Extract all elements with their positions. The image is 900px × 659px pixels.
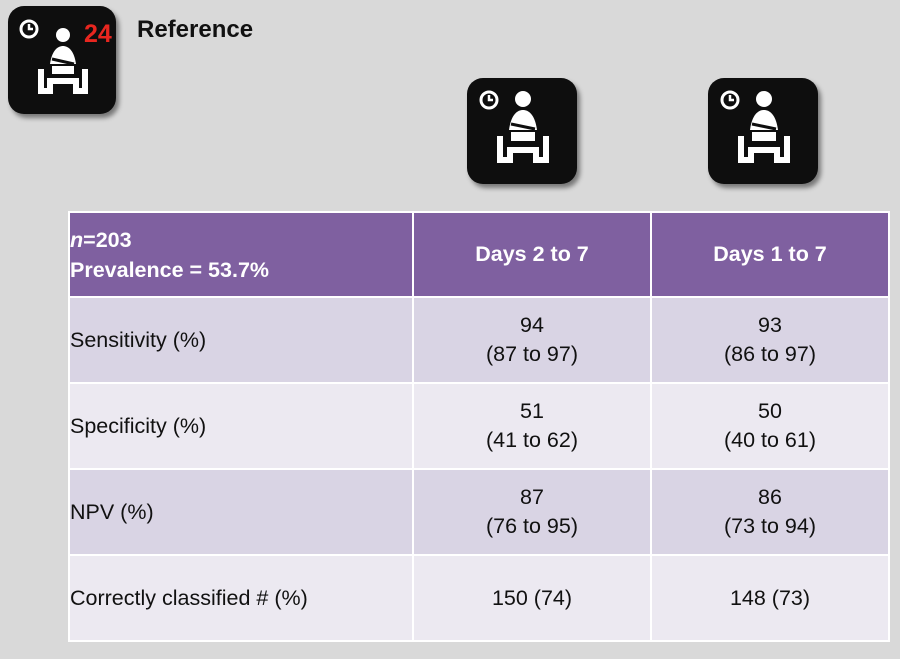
cell-value: 50 <box>758 399 782 423</box>
results-table: n=203 Prevalence = 53.7% Days 2 to 7 Day… <box>68 211 890 642</box>
cell-ci: (76 to 95) <box>485 514 579 538</box>
n-value: =203 <box>83 227 132 252</box>
table-cell: 87 (76 to 95) <box>412 468 652 556</box>
cell-value: 148 (73) <box>729 585 811 610</box>
corner-cell: n=203 Prevalence = 53.7% <box>68 211 414 298</box>
cell-value: 87 <box>520 485 544 509</box>
seated-person-icon <box>497 91 549 163</box>
table-header-row: n=203 Prevalence = 53.7% Days 2 to 7 Day… <box>68 211 890 298</box>
cell-ci: (73 to 94) <box>723 514 817 538</box>
n-label: n <box>70 227 84 252</box>
sample-size: n=203 <box>70 225 412 255</box>
column-header-days-2-to-7: Days 2 to 7 <box>412 211 652 298</box>
cell-ci: (86 to 97) <box>723 342 817 366</box>
cell-value: 94 <box>520 313 544 337</box>
clock-icon <box>479 90 499 110</box>
cell-value: 93 <box>758 313 782 337</box>
row-label: Correctly classified # (%) <box>68 554 414 642</box>
table-cell: 148 (73) <box>650 554 890 642</box>
cell-ci: (40 to 61) <box>723 428 817 452</box>
clock-icon <box>19 19 39 39</box>
table-cell: 150 (74) <box>412 554 652 642</box>
clock-icon <box>720 90 740 110</box>
table-row-npv: NPV (%) 87 (76 to 95) 86 (73 to 94) <box>68 468 890 556</box>
column-header-days-1-to-7: Days 1 to 7 <box>650 211 890 298</box>
cell-ci: (87 to 97) <box>485 342 579 366</box>
row-label: NPV (%) <box>68 468 414 556</box>
cell-value: 86 <box>758 485 782 509</box>
seated-person-icon <box>38 28 88 94</box>
table-row-specificity: Specificity (%) 51 (41 to 62) 50 (40 to 61… <box>68 382 890 470</box>
seated-person-icon <box>738 91 790 163</box>
reference-seated-person-icon: 24 <box>8 6 116 114</box>
table-row-correctly-classified: Correctly classified # (%) 150 (74) 148 … <box>68 554 890 642</box>
table-cell: 50 (40 to 61) <box>650 382 890 470</box>
cell-ci: (41 to 62) <box>485 428 579 452</box>
cell-value: 51 <box>520 399 544 423</box>
table-row-sensitivity: Sensitivity (%) 94 (87 to 97) 93 (86 to 97… <box>68 296 890 384</box>
row-label: Specificity (%) <box>68 382 414 470</box>
reference-badge-number: 24 <box>84 20 112 48</box>
column-seated-person-icon <box>708 78 818 184</box>
prevalence-label: Prevalence = 53.7% <box>70 257 270 282</box>
row-label: Sensitivity (%) <box>68 296 414 384</box>
table-cell: 51 (41 to 62) <box>412 382 652 470</box>
column-seated-person-icon <box>467 78 577 184</box>
table-cell: 93 (86 to 97) <box>650 296 890 384</box>
reference-label: Reference <box>137 16 254 43</box>
table-cell: 94 (87 to 97) <box>412 296 652 384</box>
cell-value: 150 (74) <box>491 585 573 610</box>
table-cell: 86 (73 to 94) <box>650 468 890 556</box>
